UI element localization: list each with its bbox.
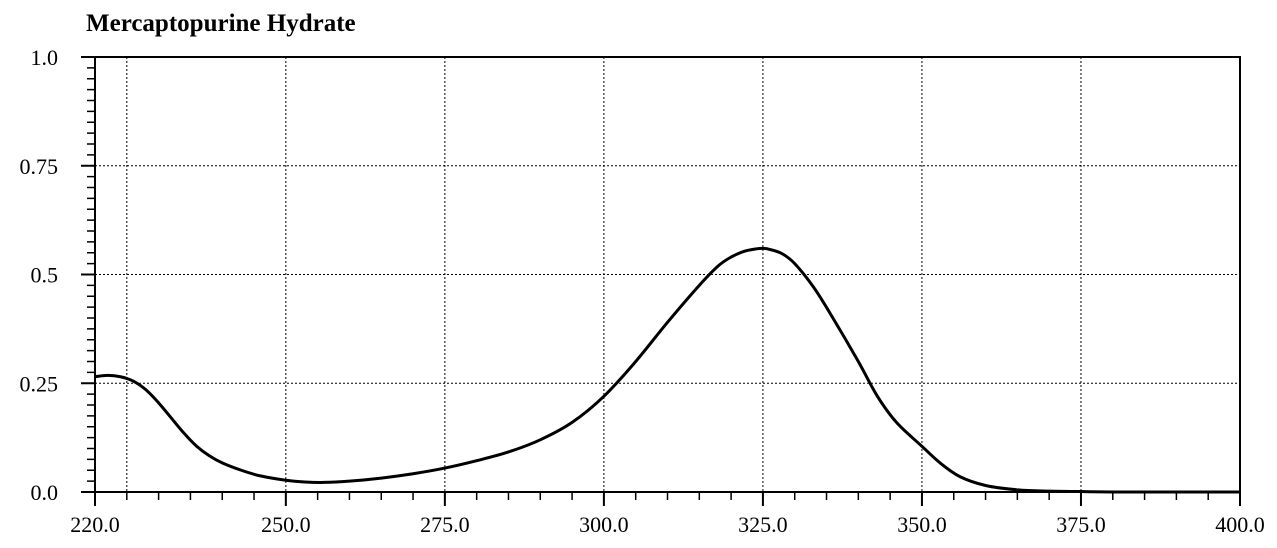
x-axis-ticks: 220.0 250.0 275.0 300.0 325.0 350.0 375.0 400.0: [70, 492, 1265, 537]
y-tick-label: 0.0: [31, 480, 59, 505]
minor-ticks: [87, 56, 1241, 500]
y-tick-label: 1.0: [31, 45, 59, 70]
y-axis-ticks: 0.0 0.25 0.5 0.75 1.0: [20, 45, 95, 505]
x-tick-label: 350.0: [897, 512, 947, 537]
y-tick-label: 0.75: [20, 154, 59, 179]
x-tick-label: 375.0: [1056, 512, 1106, 537]
grid-lines: [95, 57, 1240, 492]
x-tick-label: 275.0: [420, 512, 470, 537]
chart-title: Mercaptopurine Hydrate: [86, 10, 356, 37]
x-tick-label: 300.0: [579, 512, 629, 537]
absorbance-curve: [94, 246, 1240, 494]
y-tick-label: 0.25: [20, 371, 59, 396]
x-tick-label: 400.0: [1215, 512, 1265, 537]
x-tick-label: 250.0: [261, 512, 311, 537]
x-tick-label: 325.0: [738, 512, 788, 537]
x-tick-label: 220.0: [70, 512, 120, 537]
y-tick-label: 0.5: [31, 263, 59, 288]
